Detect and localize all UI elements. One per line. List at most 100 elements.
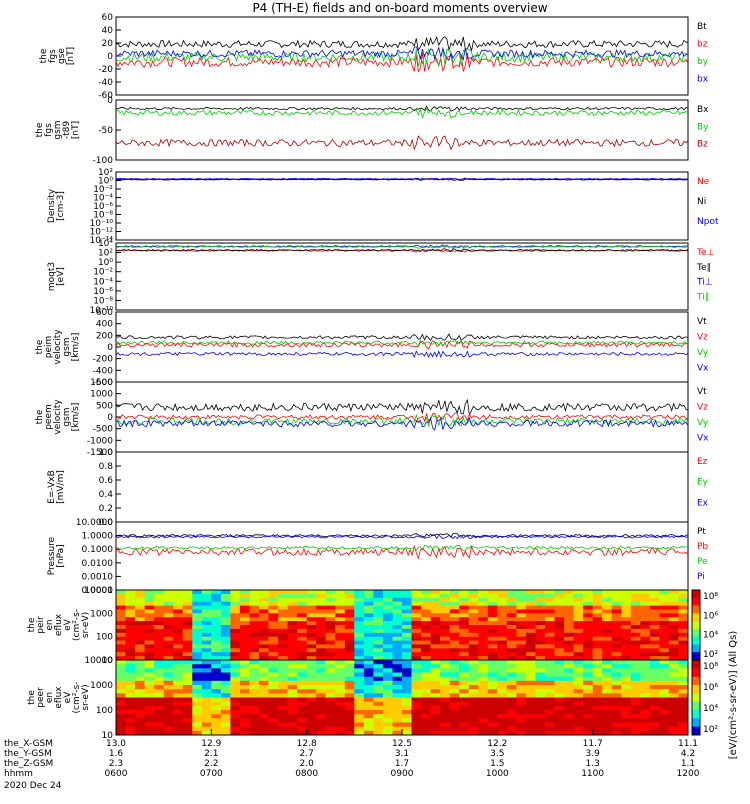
heat-cell-peir-eflux — [335, 590, 346, 595]
heat-cell-peir-eflux — [344, 621, 355, 626]
heat-cell-peer-eflux — [516, 714, 527, 719]
heat-cell-peer-eflux — [306, 680, 317, 686]
ylabel-efield-0: E=-VxB — [47, 470, 57, 504]
heat-cell-peir-eflux — [621, 640, 632, 645]
heat-cell-peer-eflux — [344, 730, 355, 736]
heat-cell-peir-eflux — [211, 625, 222, 630]
heat-cell-peir-eflux — [268, 644, 279, 649]
heat-cell-peer-eflux — [259, 705, 269, 711]
heat-cell-peir-eflux — [116, 621, 126, 626]
heat-cell-peir-eflux — [239, 617, 250, 622]
heat-cell-peer-eflux — [230, 668, 241, 673]
heat-cell-peir-eflux — [278, 590, 289, 595]
heat-cell-peer-eflux — [220, 718, 231, 723]
heat-cell-peer-eflux — [468, 660, 479, 665]
heat-cell-peir-eflux — [649, 632, 660, 638]
heat-cell-peir-eflux — [621, 656, 632, 661]
heat-cell-peir-eflux — [573, 648, 584, 653]
heat-cell-peer-eflux — [564, 710, 575, 715]
heat-cell-peir-eflux — [125, 640, 136, 645]
figure-title: P4 (TH-E) fields and on-board moments ov… — [252, 1, 547, 15]
heat-cell-peer-eflux — [230, 710, 241, 715]
heat-cell-peer-eflux — [411, 689, 422, 694]
heat-cell-peir-eflux — [249, 656, 260, 661]
heat-cell-peir-eflux — [478, 632, 489, 638]
yticklabel-pressure-2: 0.1000 — [82, 545, 114, 555]
heat-cell-peer-eflux — [487, 710, 498, 715]
heat-cell-peer-eflux — [354, 680, 365, 686]
heat-cell-peir-eflux — [497, 609, 508, 614]
heat-cell-peer-eflux — [154, 689, 165, 694]
heat-cell-peir-eflux — [659, 628, 670, 634]
heat-cell-peer-eflux — [516, 676, 527, 682]
heat-cell-peer-eflux — [392, 660, 403, 665]
heat-cell-peir-eflux — [125, 590, 136, 595]
heat-cell-peer-eflux — [583, 660, 594, 665]
heat-cell-peir-eflux — [373, 593, 384, 599]
heat-cell-peer-eflux — [440, 660, 451, 665]
heat-cell-peer-eflux — [287, 672, 298, 678]
heat-cell-peir-eflux — [506, 644, 517, 649]
heat-cell-peer-eflux — [564, 705, 575, 711]
heat-cell-peer-eflux — [611, 664, 622, 669]
xrow-value-3-1: 0700 — [200, 769, 223, 779]
heat-cell-peer-eflux — [116, 676, 126, 682]
xrow-value-3-6: 1200 — [677, 769, 700, 779]
heat-cell-peer-eflux — [592, 689, 603, 694]
heat-cell-peir-eflux — [230, 590, 241, 595]
heat-cell-peer-eflux — [535, 676, 546, 682]
heat-cell-peer-eflux — [239, 668, 250, 673]
heat-cell-peir-eflux — [668, 644, 679, 649]
heat-cell-peer-eflux — [602, 689, 613, 694]
heat-cell-peer-eflux — [649, 664, 660, 669]
heat-cell-peer-eflux — [554, 676, 565, 682]
heat-cell-peir-eflux — [449, 621, 460, 626]
heat-cell-peir-eflux — [649, 652, 660, 657]
heat-cell-peir-eflux — [621, 605, 632, 610]
heat-cell-peer-eflux — [278, 701, 289, 707]
heat-cell-peir-eflux — [611, 636, 622, 642]
heat-cell-peer-eflux — [173, 718, 184, 723]
heat-cell-peir-eflux — [411, 640, 422, 645]
heat-cell-peer-eflux — [201, 726, 212, 732]
heat-cell-peir-eflux — [325, 640, 336, 645]
heat-cell-peer-eflux — [325, 705, 336, 711]
heat-cell-peer-eflux — [411, 726, 422, 732]
heat-cell-peir-eflux — [449, 597, 460, 603]
heat-cell-peer-eflux — [449, 660, 460, 665]
heat-cell-peer-eflux — [421, 722, 432, 728]
heat-cell-peer-eflux — [278, 668, 289, 673]
heat-cell-peer-eflux — [668, 672, 679, 678]
heat-cell-peer-eflux — [135, 697, 146, 703]
heat-cell-peer-eflux — [564, 697, 575, 703]
heat-cell-peer-eflux — [325, 672, 336, 678]
heat-cell-peir-eflux — [325, 625, 336, 630]
heat-cell-peir-eflux — [297, 644, 308, 649]
heat-cell-peer-eflux — [602, 710, 613, 715]
ylabel-peem-velocity-4: [km/s] — [71, 403, 81, 432]
heat-cell-peer-eflux — [239, 672, 250, 678]
heat-cell-peir-eflux — [602, 656, 613, 661]
heat-cell-peer-eflux — [230, 676, 241, 682]
heat-cell-peer-eflux — [201, 730, 212, 736]
heat-cell-peer-eflux — [573, 672, 584, 678]
heat-cell-peer-eflux — [297, 710, 308, 715]
heat-cell-peer-eflux — [402, 668, 412, 673]
heat-cell-peer-eflux — [478, 726, 489, 732]
heat-cell-peer-eflux — [373, 730, 384, 736]
heat-cell-peir-eflux — [506, 621, 517, 626]
heat-cell-peir-eflux — [363, 625, 374, 630]
heat-cell-peir-eflux — [449, 593, 460, 599]
heat-cell-peir-eflux — [335, 613, 346, 618]
heat-cell-peer-eflux — [278, 693, 289, 698]
heat-cell-peer-eflux — [678, 705, 689, 711]
xrow-label-0: the_X-GSM — [4, 739, 53, 749]
heat-cell-peer-eflux — [421, 672, 432, 678]
heat-cell-peir-eflux — [344, 601, 355, 607]
yticklabel-efield-1: 0.8 — [99, 462, 114, 472]
heat-cell-peer-eflux — [506, 726, 517, 732]
heat-cell-peir-eflux — [201, 648, 212, 653]
heat-cell-peer-eflux — [182, 697, 193, 703]
heat-cell-peir-eflux — [382, 617, 393, 622]
heat-cell-peer-eflux — [497, 697, 508, 703]
